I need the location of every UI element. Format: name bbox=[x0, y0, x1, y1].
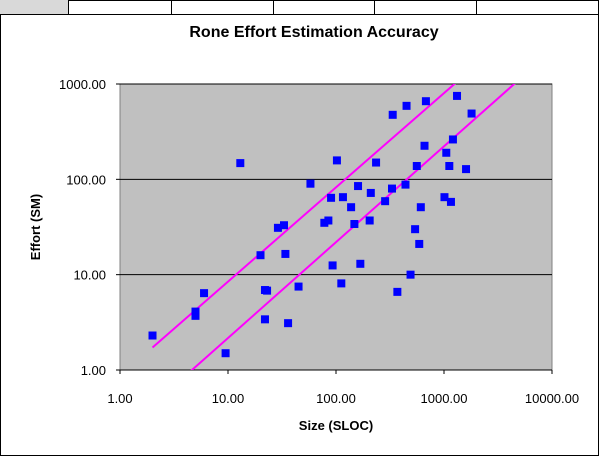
data-point bbox=[347, 203, 356, 212]
data-points bbox=[148, 91, 476, 358]
data-point bbox=[236, 159, 245, 168]
data-point bbox=[402, 101, 411, 110]
data-point bbox=[467, 109, 476, 118]
x-tick-label: 1000.00 bbox=[421, 391, 468, 406]
cell-divider bbox=[374, 0, 375, 14]
x-tick-label: 10000.00 bbox=[525, 391, 579, 406]
data-point bbox=[420, 141, 429, 150]
y-tick-label: 100.00 bbox=[66, 172, 106, 187]
data-point bbox=[421, 97, 430, 106]
data-point bbox=[462, 165, 471, 174]
data-point bbox=[445, 161, 454, 170]
data-point bbox=[148, 331, 157, 340]
data-point bbox=[365, 216, 374, 225]
data-point bbox=[415, 239, 424, 248]
y-tick-label: 1.00 bbox=[81, 363, 106, 378]
data-point bbox=[440, 193, 449, 202]
y-axis-ticks: 1.00 10.00 100.00 1000.00 bbox=[59, 77, 120, 378]
data-point bbox=[453, 91, 462, 100]
plot-area bbox=[119, 83, 553, 371]
data-point bbox=[412, 161, 421, 170]
data-point bbox=[332, 156, 341, 165]
data-point bbox=[366, 188, 375, 197]
cell-divider bbox=[476, 0, 477, 14]
data-point bbox=[337, 279, 346, 288]
y-axis-title: Effort (SM) bbox=[28, 194, 43, 260]
data-point bbox=[191, 307, 200, 316]
data-point bbox=[388, 110, 397, 119]
data-point bbox=[442, 148, 451, 157]
data-point bbox=[416, 203, 425, 212]
cell-divider bbox=[171, 0, 172, 14]
data-point bbox=[273, 223, 282, 232]
data-point bbox=[372, 158, 381, 167]
data-point bbox=[191, 311, 200, 320]
data-point bbox=[279, 221, 288, 230]
data-point bbox=[320, 218, 329, 227]
data-point bbox=[221, 349, 230, 358]
y-tick-label: 1000.00 bbox=[59, 77, 106, 92]
x-tick-label: 10.00 bbox=[212, 391, 245, 406]
data-point bbox=[356, 259, 365, 268]
data-point bbox=[328, 261, 337, 270]
x-axis-title: Size (SLOC) bbox=[299, 418, 373, 433]
data-point bbox=[406, 270, 415, 279]
data-point bbox=[411, 225, 420, 234]
data-point bbox=[338, 193, 347, 202]
data-point bbox=[350, 219, 359, 228]
data-point bbox=[324, 216, 333, 225]
data-point bbox=[306, 179, 315, 188]
row-border bbox=[0, 14, 599, 15]
x-tick-label: 1.00 bbox=[107, 391, 132, 406]
data-point bbox=[354, 182, 363, 191]
shaded-cell bbox=[0, 0, 69, 14]
data-point bbox=[281, 249, 290, 258]
data-point bbox=[263, 286, 272, 295]
spreadsheet-row-strip bbox=[0, 0, 599, 15]
data-point bbox=[448, 135, 457, 144]
data-point bbox=[284, 319, 293, 328]
upper-bound-line bbox=[151, 84, 456, 349]
y-tick-label: 10.00 bbox=[73, 268, 106, 283]
x-tick-label: 100.00 bbox=[316, 391, 356, 406]
data-point bbox=[387, 184, 396, 193]
x-axis-ticks: 1.00 10.00 100.00 1000.00 10000.00 bbox=[107, 370, 579, 406]
data-point bbox=[401, 180, 410, 189]
data-point bbox=[446, 197, 455, 206]
data-point bbox=[256, 251, 265, 260]
data-point bbox=[381, 197, 390, 206]
data-point bbox=[393, 287, 402, 296]
data-point bbox=[260, 315, 269, 324]
chart-title: Rone Effort Estimation Accuracy bbox=[189, 24, 438, 41]
cell-divider bbox=[273, 0, 274, 14]
data-point bbox=[294, 282, 303, 291]
data-point bbox=[200, 289, 209, 298]
data-point bbox=[327, 193, 336, 202]
